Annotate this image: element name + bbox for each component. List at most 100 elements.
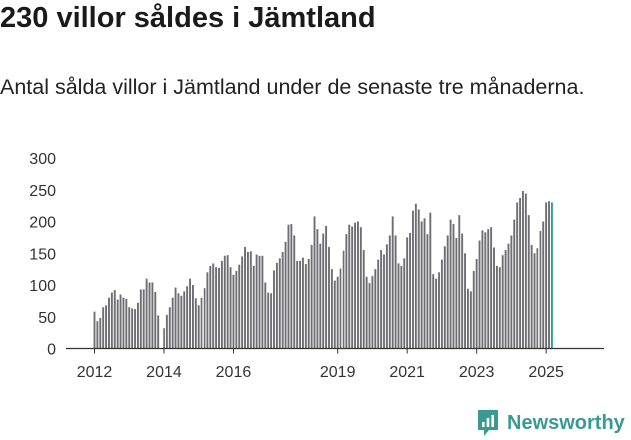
bar [235,271,238,349]
bar [417,209,420,349]
bar [96,321,99,349]
bar [438,272,440,349]
y-tick: 150 [29,246,56,263]
y-tick-label: 300 [29,151,56,168]
brand-logo[interactable]: Newsworthy [476,406,625,440]
bar [186,286,189,349]
bar [452,224,455,349]
bar [218,267,220,349]
y-tick-label: 50 [38,310,56,327]
bar [330,269,333,349]
bar [394,235,397,349]
annotation: 230 [549,0,577,4]
bar [328,246,330,349]
bar [215,267,218,349]
bar [284,241,287,349]
bar [168,307,171,349]
bar [478,240,481,349]
bar [278,258,281,349]
bar [212,263,215,349]
bar [290,224,293,349]
latest-value-label: 230 [549,0,577,4]
bar [368,283,371,349]
x-tick: 2023 [459,348,495,381]
bar [93,311,96,349]
bar [455,238,458,349]
bar [206,272,209,349]
bar [359,227,362,349]
bar [388,235,391,349]
y-tick: 250 [29,183,56,200]
bar [536,248,539,349]
bar [377,259,380,349]
x-tick: 2012 [77,348,113,381]
bar [174,287,177,349]
bar [481,230,484,349]
bar [458,215,461,349]
bar [163,328,165,349]
bar [443,246,446,349]
bar [299,260,301,349]
bar [530,245,533,349]
bar [519,198,522,349]
x-tick-label: 2012 [77,364,113,381]
bar [261,255,264,349]
bar [304,264,307,349]
bar [287,224,290,349]
y-tick: 0 [47,342,56,359]
bar [371,276,374,349]
bar [429,212,432,349]
bar [151,282,154,349]
bar [128,307,131,349]
bar [108,297,110,349]
bar [316,229,319,349]
y-tick: 100 [29,278,56,295]
brand-name: Newsworthy [507,411,625,434]
bar [545,202,548,349]
x-axis: 2012 2014 2016 2019 2021 2023 2025 [66,347,604,381]
bar [139,289,142,349]
bar [533,253,536,349]
y-tick: 300 [29,151,56,168]
bar [432,274,435,349]
bar [125,298,128,349]
bar [391,216,394,349]
bar [119,294,122,349]
x-tick-label: 2023 [459,364,495,381]
bar [542,221,545,349]
bar [226,255,229,349]
bar [339,268,342,349]
y-tick: 200 [29,215,56,232]
x-tick-label: 2021 [389,364,425,381]
bar [189,278,191,349]
bar-highlight [550,202,553,349]
bar [255,254,258,349]
y-tick-label: 150 [29,246,56,263]
bar [409,232,412,349]
bar [252,265,255,349]
bar [281,251,284,349]
bar [194,298,197,349]
bar [145,278,148,349]
bar [238,264,241,349]
bar [522,191,524,349]
bar [516,202,519,349]
newsworthy-logo-icon [478,410,498,436]
bar [383,254,385,349]
bar [183,291,186,349]
bar [406,237,409,349]
bar [171,297,174,349]
bar [385,244,388,349]
bar [165,314,168,349]
bar [472,271,475,349]
bars [93,158,553,349]
bar [345,234,348,349]
bar [475,258,478,349]
x-tick-label: 2019 [320,364,356,381]
bar [113,290,116,349]
bar [197,305,200,349]
bar [246,251,249,349]
bar [110,292,113,349]
bar [510,235,513,349]
bar [414,203,417,349]
